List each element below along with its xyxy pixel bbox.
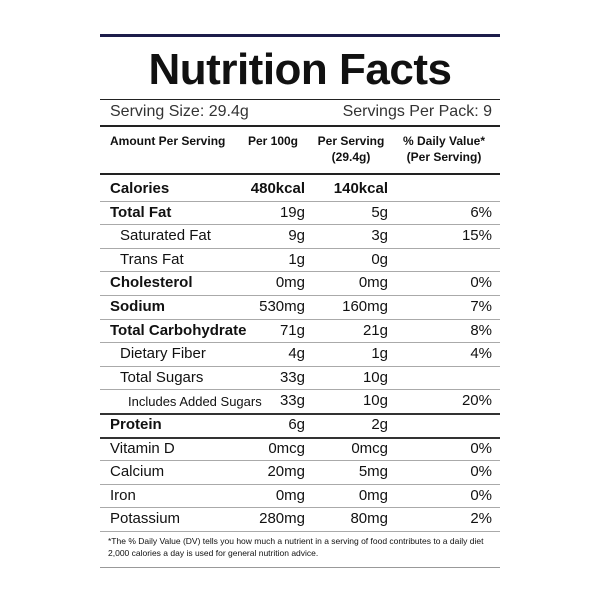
row-value: 15% [461,227,492,245]
row-value: 20% [461,392,492,410]
row-value: 5g [371,203,388,221]
row-rule [100,342,500,344]
row-value: 0mg [275,274,305,292]
row-label: Trans Fat [120,250,184,268]
row-rule [100,507,500,509]
row-value: 7% [470,298,492,315]
row-value: 0% [470,439,492,457]
row-value: 530mg [259,298,305,315]
rule [100,125,500,127]
row-rule [100,531,500,532]
row-label: Dietary Fiber [120,345,206,363]
row-label: Iron [110,486,136,504]
row-label: Total Carbohydrate [110,321,247,339]
row-value: 4% [470,345,492,363]
row-rule [100,271,500,273]
title: Nutrition Facts [148,45,452,94]
column-header: % Daily Value* (Per Serving) [402,134,486,164]
row-rule [100,483,500,485]
row-label: Includes Added Sugars [128,394,262,410]
row-label: Total Sugars [120,368,204,386]
rule [100,99,500,100]
row-value: 2% [470,510,492,528]
row-rule [100,247,500,249]
row-value: 0mcg [268,439,305,457]
row-value: 8% [470,321,492,339]
row-rule [100,413,500,415]
nutrition-label: Nutrition Facts Serving Size: 29.4g Serv… [100,34,500,568]
column-header: Per 100g [247,134,299,148]
row-rule [100,436,500,439]
row-rule [100,224,500,226]
row-value: 0% [470,463,492,481]
row-value: 280mg [259,510,305,528]
row-value: 4g [288,345,305,363]
row-value: 140kcal [333,180,388,197]
row-label: Protein [110,416,162,433]
row-value: 0mg [275,486,305,504]
row-value: 6% [470,203,492,221]
row-value: 1g [371,345,388,363]
row-value: 160mg [342,298,388,315]
row-value: 5mg [358,463,388,481]
row-value: 1g [288,250,305,268]
serving-size: Serving Size: 29.4g [110,103,249,120]
row-value: 71g [279,321,305,339]
row-rule [100,460,500,462]
row-label: Calories [110,180,170,197]
row-value: 480kcal [250,180,305,197]
footnote: *The % Daily Value (DV) tells you how mu… [108,536,484,558]
column-header: Per Serving (29.4g) [317,134,385,164]
row-label: Vitamin D [110,439,175,457]
row-value: 10g [362,368,388,386]
row-label: Cholesterol [110,274,193,292]
row-label: Calcium [110,463,165,481]
row-value: 80mg [350,510,388,528]
row-rule [100,389,500,391]
row-label: Total Fat [110,203,172,221]
row-value: 9g [288,227,305,245]
row-rule [100,318,500,320]
row-value: 0% [470,274,492,292]
row-value: 21g [362,321,388,339]
row-rule [100,295,500,296]
row-value: 0mg [358,486,388,504]
row-value: 33g [279,392,305,410]
row-value: 10g [362,392,388,410]
column-header: Amount Per Serving [110,134,226,148]
row-value: 0mcg [351,439,388,457]
row-value: 33g [279,368,305,386]
row-rule [100,200,500,202]
row-value: 19g [279,203,305,221]
row-value: 0g [371,250,388,268]
row-value: 6g [288,416,305,433]
row-value: 2g [371,416,388,433]
row-rule [100,365,500,367]
row-label: Potassium [110,510,181,528]
servings-per-pack: Servings Per Pack: 9 [342,103,492,120]
rule [100,173,500,175]
row-label: Saturated Fat [120,227,211,245]
row-value: 3g [371,227,388,245]
row-value: 20mg [267,463,305,481]
row-value: 0% [470,486,492,504]
row-label: Sodium [110,298,165,315]
row-value: 0mg [358,274,388,292]
